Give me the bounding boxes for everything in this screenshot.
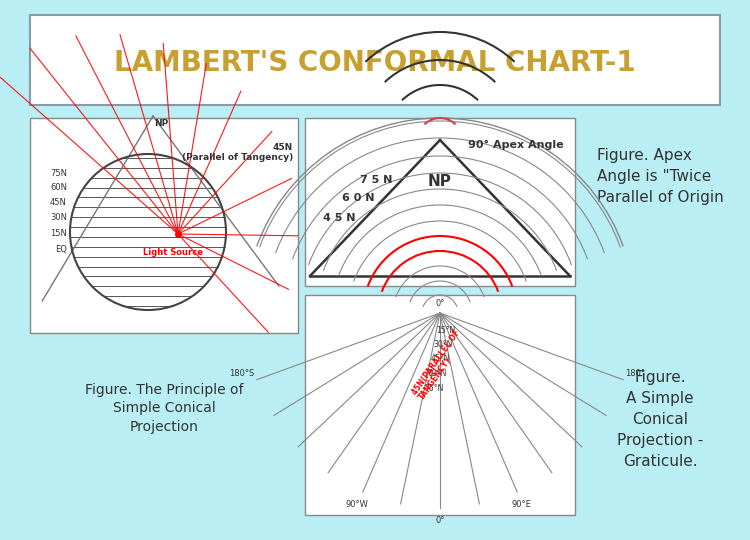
- Text: 90°E: 90°E: [512, 500, 532, 509]
- Text: Figure. Apex
Angle is "Twice
Parallel of Origin: Figure. Apex Angle is "Twice Parallel of…: [597, 148, 723, 205]
- Text: Figure. The Principle of
Simple Conical
Projection: Figure. The Principle of Simple Conical …: [85, 383, 243, 434]
- FancyBboxPatch shape: [30, 118, 298, 333]
- Text: Figure.
A Simple
Conical
Projection -
Graticule.: Figure. A Simple Conical Projection - Gr…: [616, 370, 704, 469]
- Text: LAMBERT'S CONFORMAL CHART-1: LAMBERT'S CONFORMAL CHART-1: [114, 49, 636, 77]
- Text: 15N: 15N: [50, 229, 67, 238]
- Text: 45N(PARALLEL OF
TANGENCY): 45N(PARALLEL OF TANGENCY): [410, 328, 469, 402]
- Text: 180°S: 180°S: [230, 369, 255, 377]
- Text: 75N: 75N: [50, 169, 67, 178]
- Text: 60N: 60N: [50, 183, 67, 192]
- Text: EQ: EQ: [56, 245, 67, 254]
- Text: 45°N: 45°N: [430, 354, 449, 363]
- FancyBboxPatch shape: [305, 118, 575, 286]
- Text: 45N: 45N: [50, 198, 67, 207]
- Text: NP: NP: [154, 119, 168, 128]
- Text: 180°: 180°: [626, 369, 645, 377]
- Text: 0°: 0°: [435, 299, 445, 308]
- FancyBboxPatch shape: [305, 295, 575, 515]
- Text: NP: NP: [428, 174, 452, 190]
- Text: 45N
(Parallel of Tangency): 45N (Parallel of Tangency): [182, 143, 293, 163]
- FancyBboxPatch shape: [30, 15, 720, 105]
- Text: 30N: 30N: [50, 213, 67, 222]
- Text: Light Source: Light Source: [143, 248, 203, 257]
- Text: 4 5 N: 4 5 N: [322, 213, 356, 223]
- Text: 0°: 0°: [435, 516, 445, 525]
- Text: 7 5 N: 7 5 N: [359, 175, 392, 185]
- Text: 6 0 N: 6 0 N: [342, 193, 375, 203]
- Text: 90°W: 90°W: [346, 500, 368, 509]
- Text: 75°N: 75°N: [424, 384, 443, 393]
- Text: 15°N: 15°N: [436, 326, 455, 335]
- Text: 90° Apex Angle: 90° Apex Angle: [468, 140, 564, 150]
- Text: 60°N: 60°N: [427, 369, 446, 378]
- Text: 30°N: 30°N: [433, 340, 453, 349]
